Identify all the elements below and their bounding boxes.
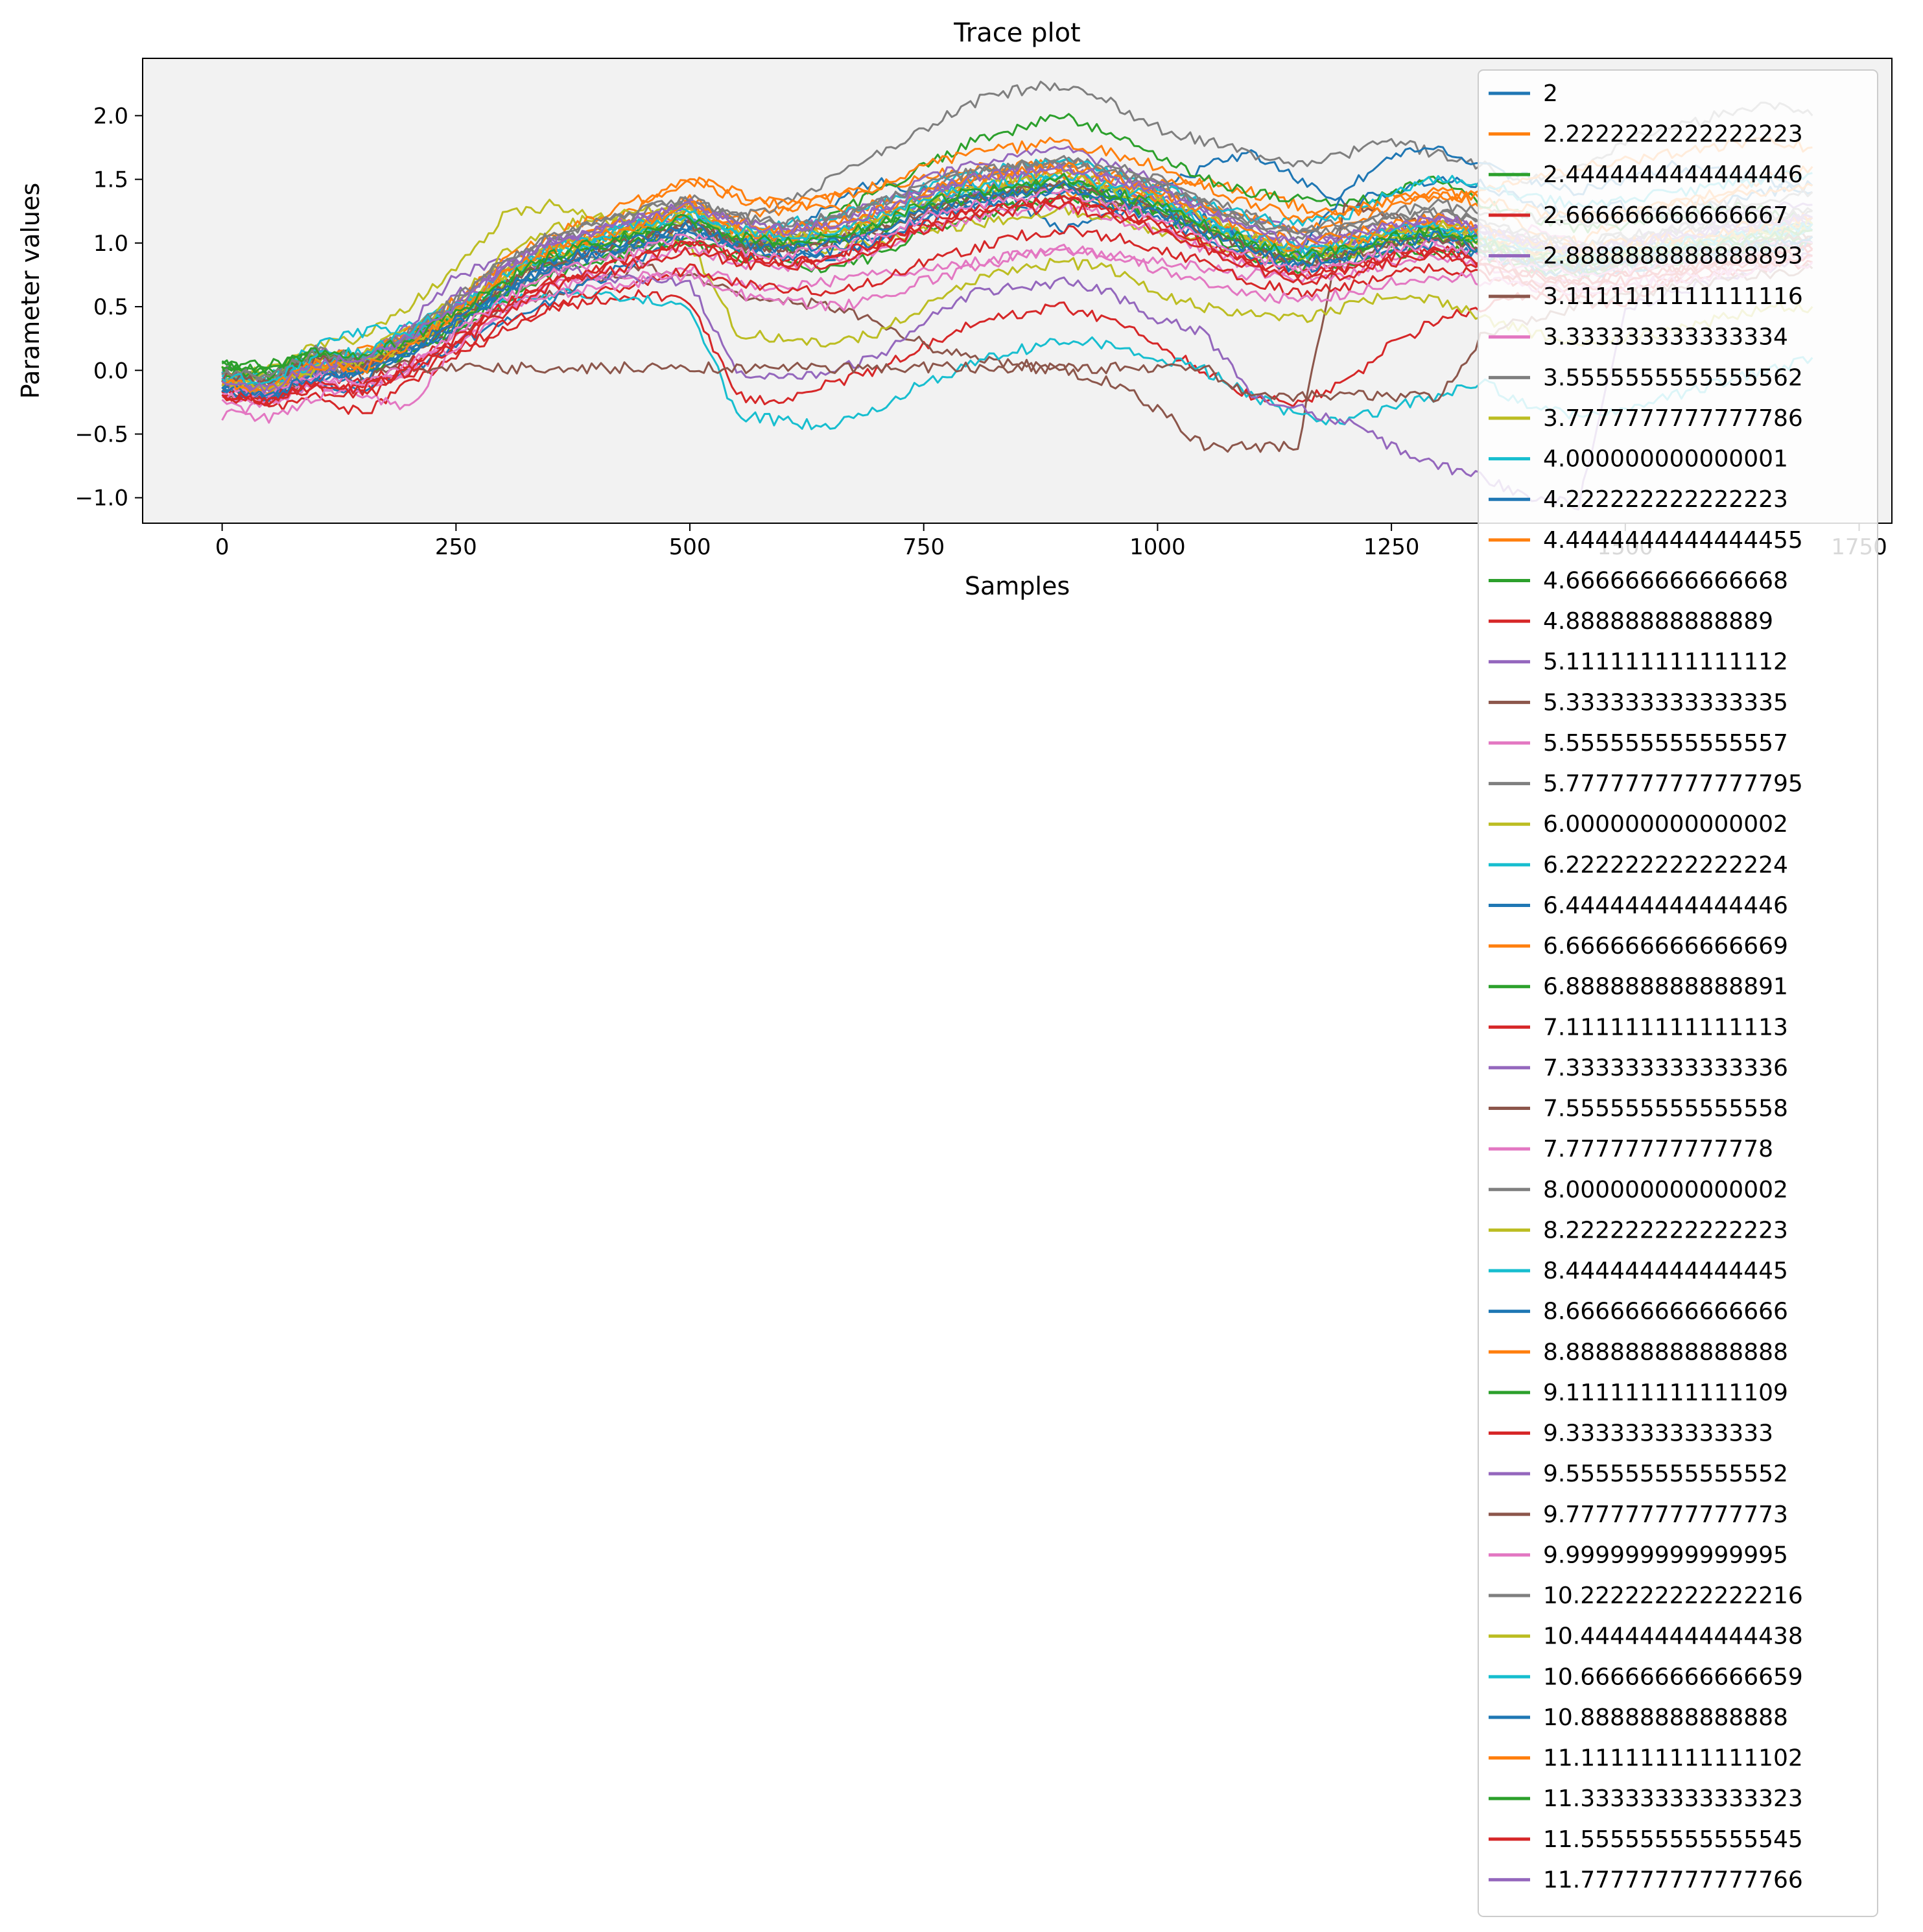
chart-title: Trace plot: [953, 18, 1081, 48]
y-tick-label: 0.0: [93, 358, 128, 384]
legend-label: 5.111111111111112: [1543, 649, 1788, 676]
y-tick-label: 0.5: [93, 294, 128, 320]
legend-label: 11.555555555555545: [1543, 1826, 1803, 1853]
x-tick-label: 0: [215, 534, 230, 560]
legend-label: 7.555555555555558: [1543, 1096, 1788, 1122]
y-tick-label: 1.0: [93, 231, 128, 257]
x-tick-label: 1250: [1363, 534, 1420, 560]
legend-label: 4.88888888888889: [1543, 608, 1773, 635]
legend-label: 2: [1543, 80, 1558, 107]
y-axis-ticks: −1.0 −0.5 0.0 0.5 1.0 1.5 2.0: [75, 103, 143, 512]
legend-label: 8.000000000000002: [1543, 1177, 1788, 1203]
legend-label: 2.666666666666667: [1543, 202, 1788, 229]
legend-label: 11.333333333333323: [1543, 1785, 1803, 1812]
legend-label: 6.888888888888891: [1543, 974, 1788, 1000]
legend-label: 6.666666666666669: [1543, 933, 1788, 960]
legend-label: 3.1111111111111116: [1543, 283, 1803, 310]
legend-label: 9.111111111111109: [1543, 1380, 1788, 1406]
legend-label: 7.111111111111113: [1543, 1014, 1788, 1041]
legend-label: 9.777777777777773: [1543, 1502, 1788, 1528]
legend-label: 2.4444444444444446: [1543, 161, 1803, 188]
y-tick-label: 1.5: [93, 167, 128, 193]
x-axis-label: Samples: [965, 572, 1070, 600]
legend-label: 4.4444444444444455: [1543, 527, 1803, 554]
legend-label: 3.5555555555555562: [1543, 364, 1803, 391]
legend-label: 5.555555555555557: [1543, 730, 1788, 757]
legend-label: 8.888888888888888: [1543, 1339, 1788, 1365]
legend-label: 3.7777777777777786: [1543, 405, 1803, 432]
legend-label: 4.222222222222223: [1543, 486, 1788, 513]
legend-label: 8.666666666666666: [1543, 1299, 1788, 1325]
legend-label: 10.222222222222216: [1543, 1583, 1803, 1609]
y-tick-label: −1.0: [75, 486, 128, 512]
legend-label: 10.444444444444438: [1543, 1623, 1803, 1650]
legend-label: 4.666666666666668: [1543, 567, 1788, 594]
legend-label: 9.999999999999995: [1543, 1542, 1788, 1568]
legend-label: 2.2222222222222223: [1543, 121, 1803, 148]
legend-label: 9.33333333333333: [1543, 1420, 1773, 1447]
legend-label: 10.666666666666659: [1543, 1664, 1803, 1690]
x-tick-label: 750: [903, 534, 945, 560]
y-axis-label: Parameter values: [16, 183, 45, 399]
legend-label: 4.000000000000001: [1543, 446, 1788, 473]
legend-label: 9.555555555555552: [1543, 1461, 1788, 1487]
x-tick-label: 500: [669, 534, 711, 560]
legend-label: 2.8888888888888893: [1543, 242, 1803, 269]
legend-label: 6.444444444444446: [1543, 892, 1788, 919]
legend-box: [1478, 69, 1878, 1917]
y-tick-label: 2.0: [93, 103, 128, 129]
legend: 2 2.2222222222222223 2.4444444444444446 2.6…: [1478, 69, 1878, 1917]
legend-label: 7.77777777777778: [1543, 1136, 1773, 1162]
legend-label: 11.111111111111102: [1543, 1745, 1803, 1772]
x-tick-label: 250: [435, 534, 477, 560]
legend-label: 5.7777777777777795: [1543, 771, 1803, 797]
y-tick-label: −0.5: [75, 421, 128, 447]
legend-label: 8.444444444444445: [1543, 1258, 1788, 1284]
legend-label: 10.88888888888888: [1543, 1704, 1788, 1731]
legend-label: 7.333333333333336: [1543, 1055, 1788, 1081]
legend-label: 5.333333333333335: [1543, 689, 1788, 716]
legend-label: 11.777777777777766: [1543, 1867, 1803, 1893]
legend-label: 6.222222222222224: [1543, 852, 1788, 878]
plot-area-frame: [142, 58, 1893, 524]
legend-label: 8.222222222222223: [1543, 1217, 1788, 1243]
x-tick-label: 1000: [1129, 534, 1186, 560]
legend-label: 6.000000000000002: [1543, 811, 1788, 838]
legend-label: 3.333333333333334: [1543, 324, 1788, 351]
